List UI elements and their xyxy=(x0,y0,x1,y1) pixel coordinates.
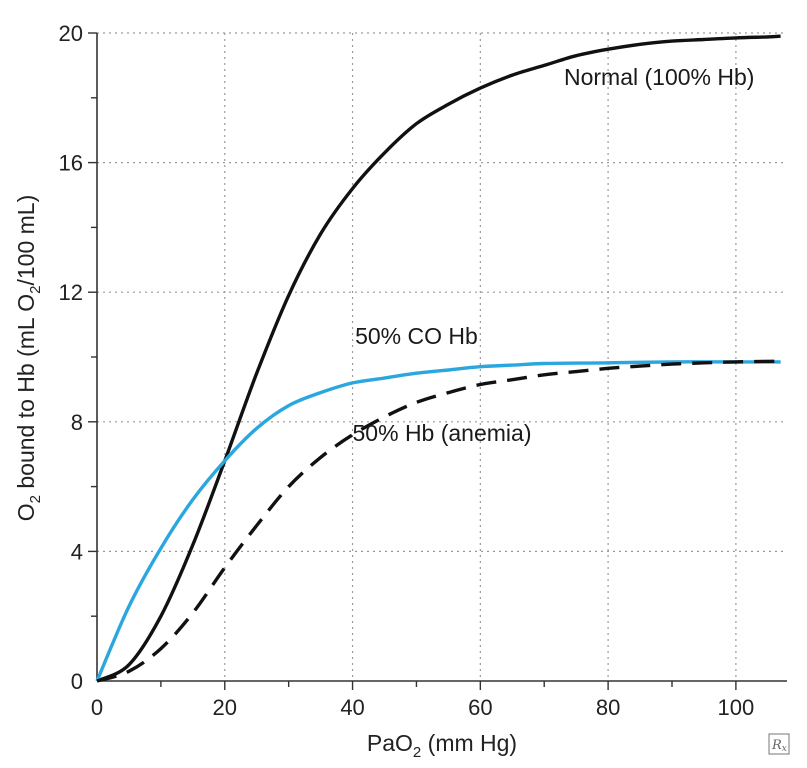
x-tick-label-40: 40 xyxy=(340,695,364,720)
x-tick-label-20: 20 xyxy=(213,695,237,720)
label-normal: Normal (100% Hb) xyxy=(564,64,754,90)
x-ticks: 0 20 40 60 80 100 xyxy=(91,681,754,720)
rx-logo-text: Rx xyxy=(771,738,787,754)
x-axis-label: PaO2 (mm Hg) xyxy=(367,730,517,761)
y-tick-label-20: 20 xyxy=(59,21,83,46)
y-tick-label-4: 4 xyxy=(71,539,83,564)
series-co-hb-line xyxy=(95,360,781,682)
label-anemia: 50% Hb (anemia) xyxy=(353,420,532,446)
y-axis-label: O2 bound to Hb (mL O2/100 mL) xyxy=(13,195,44,521)
series-anemia-line xyxy=(96,359,781,683)
x-tick-label-60: 60 xyxy=(468,695,492,720)
y-tick-label-16: 16 xyxy=(59,151,83,176)
x-tick-label-80: 80 xyxy=(596,695,620,720)
grid xyxy=(97,32,787,681)
axes xyxy=(96,33,787,682)
rx-logo: Rx xyxy=(768,733,790,755)
label-co-hb: 50% CO Hb xyxy=(355,323,478,349)
x-tick-label-100: 100 xyxy=(718,695,755,720)
y-tick-label-12: 12 xyxy=(59,280,83,305)
annotations: Normal (100% Hb) 50% CO Hb 50% Hb (anemia) xyxy=(353,64,755,446)
y-tick-label-8: 8 xyxy=(71,410,83,435)
y-tick-label-0: 0 xyxy=(71,669,83,694)
series-group xyxy=(95,34,781,683)
y-ticks: 0 4 8 12 16 20 xyxy=(59,21,97,694)
series-normal-line xyxy=(96,34,781,683)
x-tick-label-0: 0 xyxy=(91,695,103,720)
